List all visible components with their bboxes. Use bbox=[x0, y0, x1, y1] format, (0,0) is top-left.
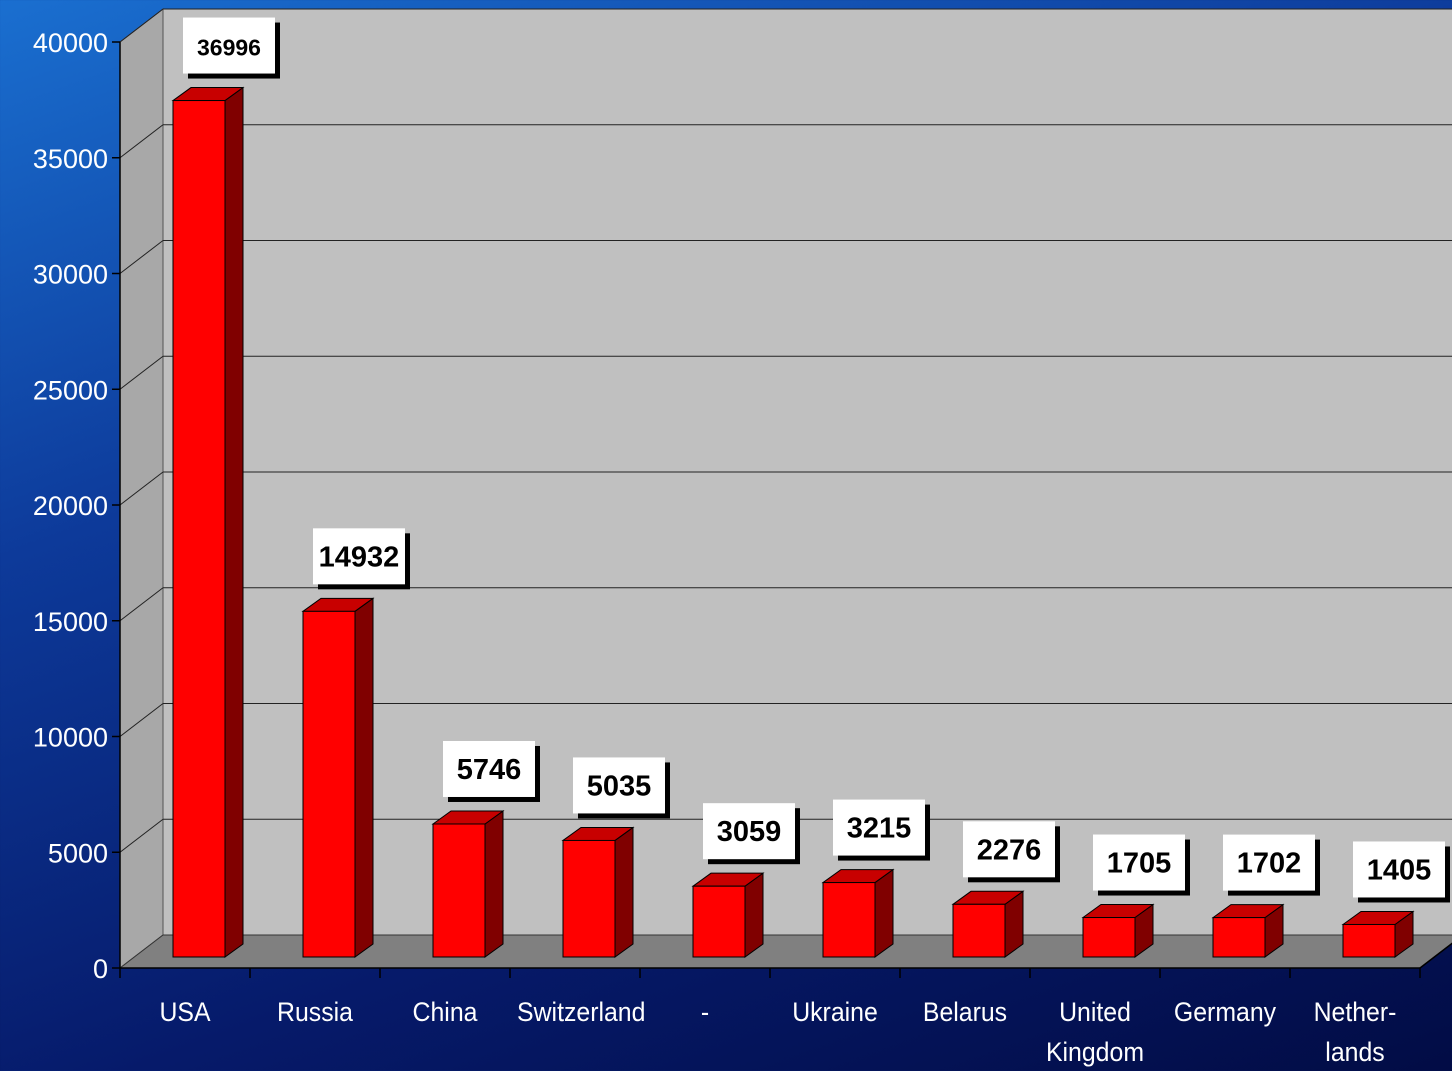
x-tick-label: Ukraine bbox=[792, 997, 878, 1027]
bar-front bbox=[1342, 923, 1396, 958]
bar-side bbox=[874, 868, 894, 958]
grid-line-side bbox=[119, 587, 164, 622]
bar-front bbox=[822, 882, 876, 958]
value-label-box bbox=[443, 740, 535, 797]
value-label-box bbox=[1093, 834, 1185, 891]
y-tick-label: 15000 bbox=[33, 607, 108, 637]
bar bbox=[821, 868, 895, 958]
grid-line-side bbox=[119, 8, 164, 43]
value-label-box bbox=[1353, 841, 1445, 898]
x-tick-label: - bbox=[700, 997, 710, 1027]
y-tick-label: 35000 bbox=[33, 144, 108, 174]
grid-line-side bbox=[119, 818, 164, 853]
value-label: 36996 bbox=[197, 35, 261, 61]
value-label-box bbox=[313, 528, 405, 585]
value-label: 14932 bbox=[319, 541, 400, 573]
value-label-box bbox=[833, 799, 925, 856]
value-label-box bbox=[703, 803, 795, 860]
y-tick-label: 25000 bbox=[33, 375, 108, 405]
bar-front bbox=[432, 823, 486, 958]
x-tick-label: United Kingdom bbox=[1045, 997, 1145, 1067]
x-tick-label: Russia bbox=[277, 997, 353, 1027]
bar bbox=[691, 872, 765, 958]
x-tick-label: USA bbox=[159, 997, 211, 1027]
bar-front bbox=[1212, 917, 1266, 958]
x-tick-label: Germany bbox=[1173, 997, 1277, 1027]
bar bbox=[951, 890, 1025, 958]
y-tick-label: 40000 bbox=[33, 28, 108, 58]
bar bbox=[431, 810, 505, 958]
value-label-box bbox=[183, 17, 275, 74]
y-tick-label: 5000 bbox=[48, 838, 108, 868]
y-tick-label: 30000 bbox=[33, 260, 108, 290]
value-label-box bbox=[1223, 834, 1315, 891]
bar-front bbox=[692, 885, 746, 958]
value-label: 5746 bbox=[457, 754, 522, 786]
value-label-box bbox=[573, 757, 665, 814]
floor-edge bbox=[1419, 942, 1452, 969]
value-label: 3059 bbox=[717, 816, 782, 848]
grid-line-side bbox=[119, 471, 164, 506]
bar bbox=[561, 826, 635, 958]
bar-side bbox=[744, 872, 764, 958]
bar bbox=[301, 597, 375, 958]
bar-front bbox=[302, 610, 356, 958]
value-label: 2276 bbox=[977, 834, 1042, 866]
bar bbox=[1081, 903, 1155, 958]
grid-line-side bbox=[119, 124, 164, 159]
bar-front bbox=[562, 839, 616, 958]
bar-front bbox=[172, 100, 226, 958]
value-label: 1405 bbox=[1367, 854, 1432, 886]
value-label: 1702 bbox=[1237, 848, 1302, 880]
x-tick-label: Belarus bbox=[922, 997, 1008, 1027]
bar-front bbox=[1082, 917, 1136, 958]
bar-side bbox=[614, 826, 634, 958]
bar bbox=[171, 86, 245, 958]
x-tick-label: Switzerland bbox=[517, 997, 646, 1027]
grid-line-side bbox=[119, 240, 164, 274]
bar-side bbox=[224, 86, 244, 958]
value-label-box bbox=[963, 821, 1055, 878]
bar bbox=[1341, 910, 1415, 958]
bar-front bbox=[952, 903, 1006, 958]
bar bbox=[1211, 903, 1285, 958]
value-label: 5035 bbox=[587, 770, 652, 802]
x-tick-label: Nether-lands bbox=[1313, 997, 1397, 1067]
value-label: 3215 bbox=[847, 813, 912, 845]
y-tick-label: 10000 bbox=[33, 723, 108, 753]
y-tick-label: 20000 bbox=[33, 491, 108, 521]
grid-line-side bbox=[119, 355, 164, 390]
grid-line-side bbox=[119, 703, 164, 737]
x-tick-label: China bbox=[412, 997, 478, 1027]
bar-side bbox=[484, 810, 504, 958]
bar-side bbox=[354, 597, 374, 958]
value-label: 1705 bbox=[1107, 848, 1172, 880]
y-tick-label: 0 bbox=[93, 954, 108, 984]
